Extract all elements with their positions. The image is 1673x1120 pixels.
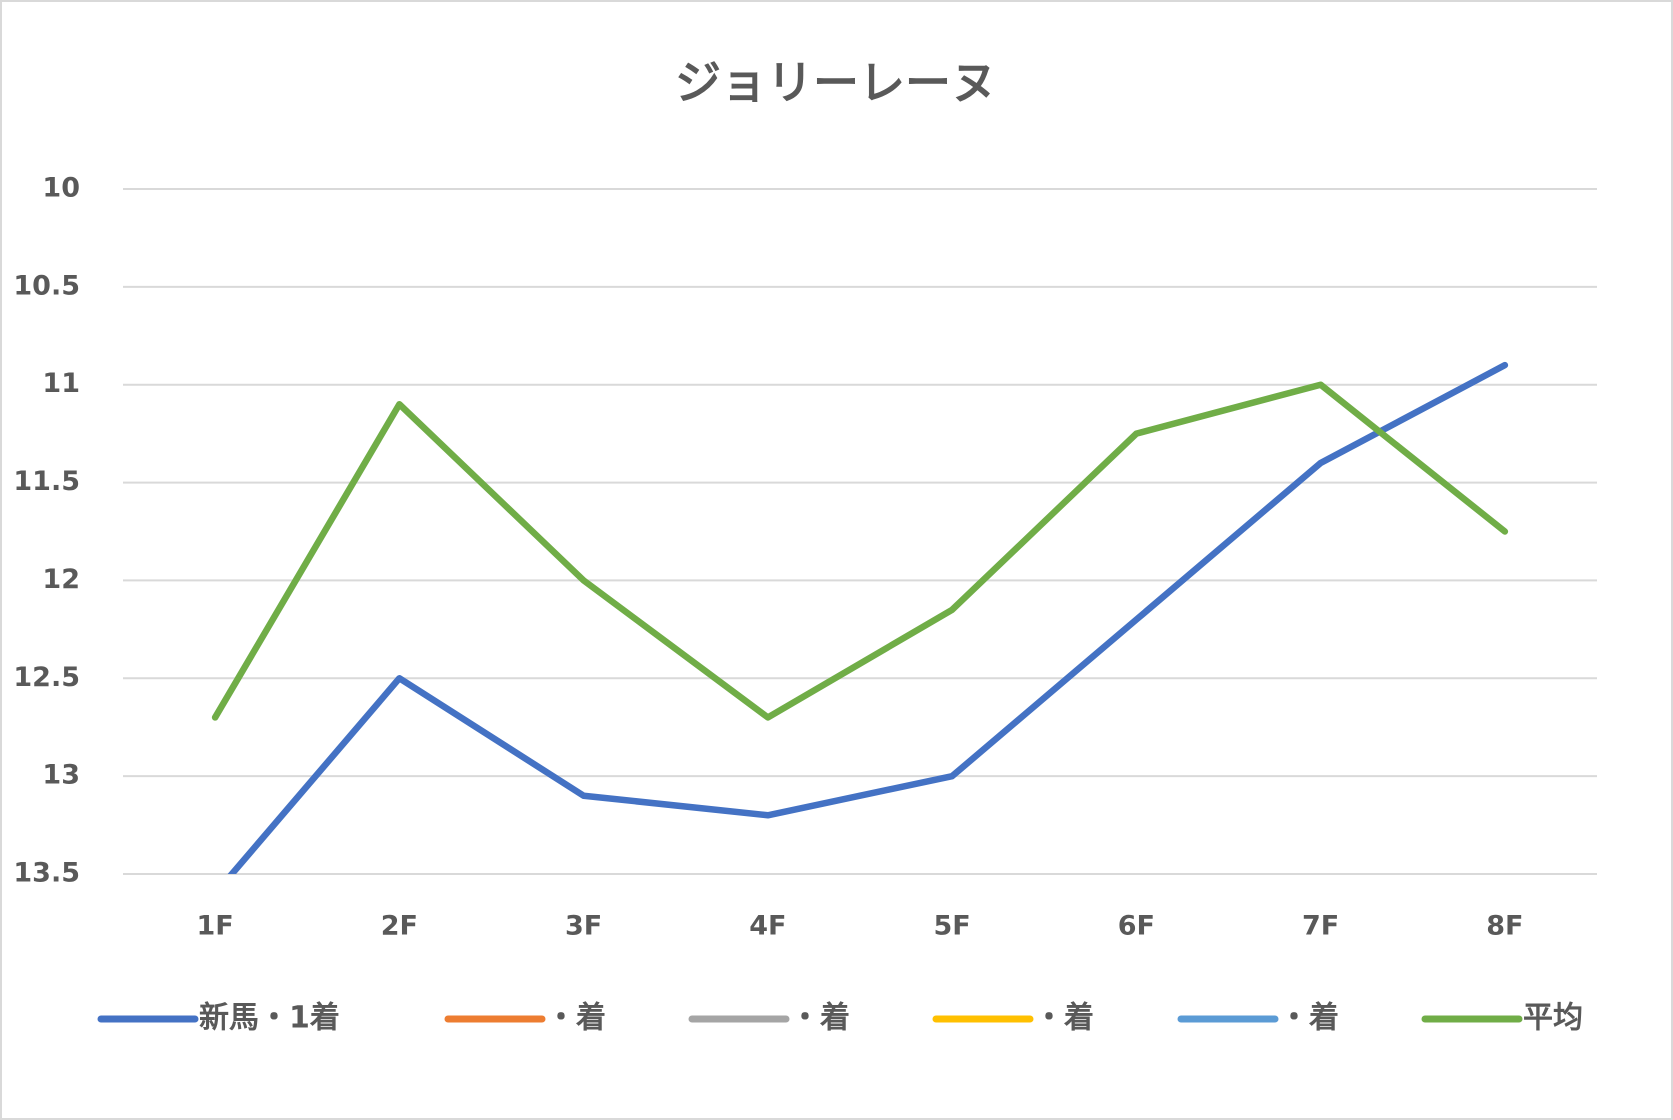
plot-area [211,361,1509,874]
legend-label: 新馬・1着 [199,1001,340,1036]
legend-label: ・着 [1279,1001,1339,1036]
legend-label: 平均 [1523,1001,1583,1036]
y-tick-label: 10.5 [13,270,80,301]
y-tick-label: 13.5 [13,858,80,889]
series-line [211,381,1509,721]
y-tick-label: 10 [42,173,80,204]
y-tick-label: 13 [42,760,80,791]
x-tick-label: 2F [381,911,418,942]
x-tick-label: 3F [565,911,602,942]
x-tick-label: 6F [1118,911,1155,942]
series-line [227,361,1509,874]
y-tick-label: 11 [42,368,80,399]
x-tick-label: 4F [749,911,786,942]
legend-label: ・着 [790,1001,850,1036]
x-tick-label: 1F [197,911,234,942]
x-tick-label: 7F [1302,911,1339,942]
chart-title: ジョリーレーヌ [675,56,997,110]
legend-label: ・着 [546,1001,606,1036]
legend-label: ・着 [1034,1001,1094,1036]
x-tick-label: 8F [1486,911,1523,942]
y-tick-label: 12 [42,564,80,595]
y-tick-label: 12.5 [13,662,80,693]
y-tick-label: 11.5 [13,466,80,497]
x-tick-label: 5F [934,911,971,942]
